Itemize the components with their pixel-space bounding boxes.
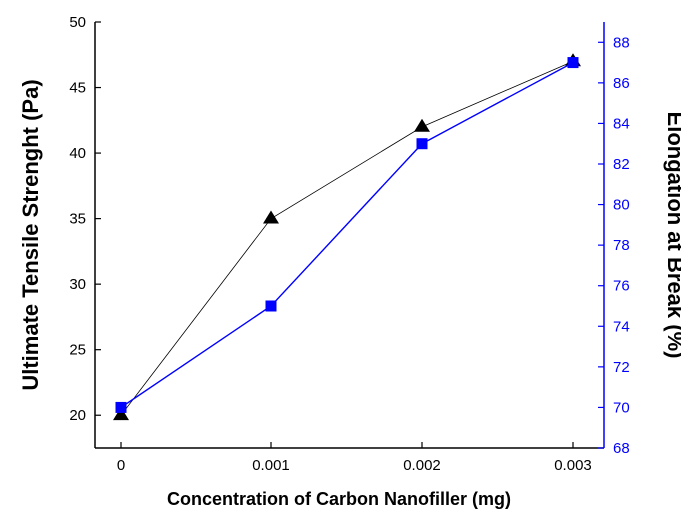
square-data-point xyxy=(567,57,579,69)
right-tick-label: 78 xyxy=(613,237,630,254)
right-tick-label: 84 xyxy=(613,115,630,132)
left-tick-label: 40 xyxy=(69,145,86,162)
right-axis-ticks: 68 70 72 74 76 78 80 82 84 86 88 xyxy=(598,34,630,457)
square-data-point xyxy=(115,401,127,413)
right-tick-label: 70 xyxy=(613,399,630,416)
left-tick-label: 45 xyxy=(69,80,86,97)
left-axis-title: Ultimate Tensile Strenght (Pa) xyxy=(18,79,43,390)
triangle-data-point xyxy=(113,407,129,421)
left-tick-label: 25 xyxy=(69,342,86,359)
right-tick-label: 82 xyxy=(613,156,630,173)
x-tick-label: 0.003 xyxy=(554,457,592,474)
left-tick-label: 20 xyxy=(69,407,86,424)
series-square-line xyxy=(120,61,574,409)
triangle-data-point xyxy=(263,210,279,224)
x-tick-label: 0.001 xyxy=(252,457,290,474)
right-tick-label: 72 xyxy=(613,359,630,376)
plot-frame xyxy=(94,22,605,449)
x-tick-label: 0 xyxy=(117,457,125,474)
right-tick-label: 86 xyxy=(613,75,630,92)
right-tick-label: 80 xyxy=(613,197,630,214)
right-tick-label: 74 xyxy=(613,318,630,335)
right-tick-label: 68 xyxy=(613,440,630,457)
series-triangle-line xyxy=(120,60,574,416)
right-tick-label: 88 xyxy=(613,34,630,51)
right-tick-label: 76 xyxy=(613,278,630,295)
x-axis-ticks: 0 0.001 0.002 0.003 xyxy=(117,442,592,474)
series-layer xyxy=(113,53,581,421)
square-data-point xyxy=(416,138,428,150)
right-axis-title: Elongation at Break (%) xyxy=(663,112,681,359)
left-axis-ticks: 20 25 30 35 40 45 50 xyxy=(69,14,101,424)
left-tick-label: 30 xyxy=(69,276,86,293)
left-tick-label: 50 xyxy=(69,14,86,31)
x-tick-label: 0.002 xyxy=(403,457,441,474)
triangle-data-point xyxy=(414,118,430,132)
square-data-point xyxy=(265,300,277,312)
left-tick-label: 35 xyxy=(69,211,86,228)
x-axis-title: Concentration of Carbon Nanofiller (mg) xyxy=(167,489,511,509)
